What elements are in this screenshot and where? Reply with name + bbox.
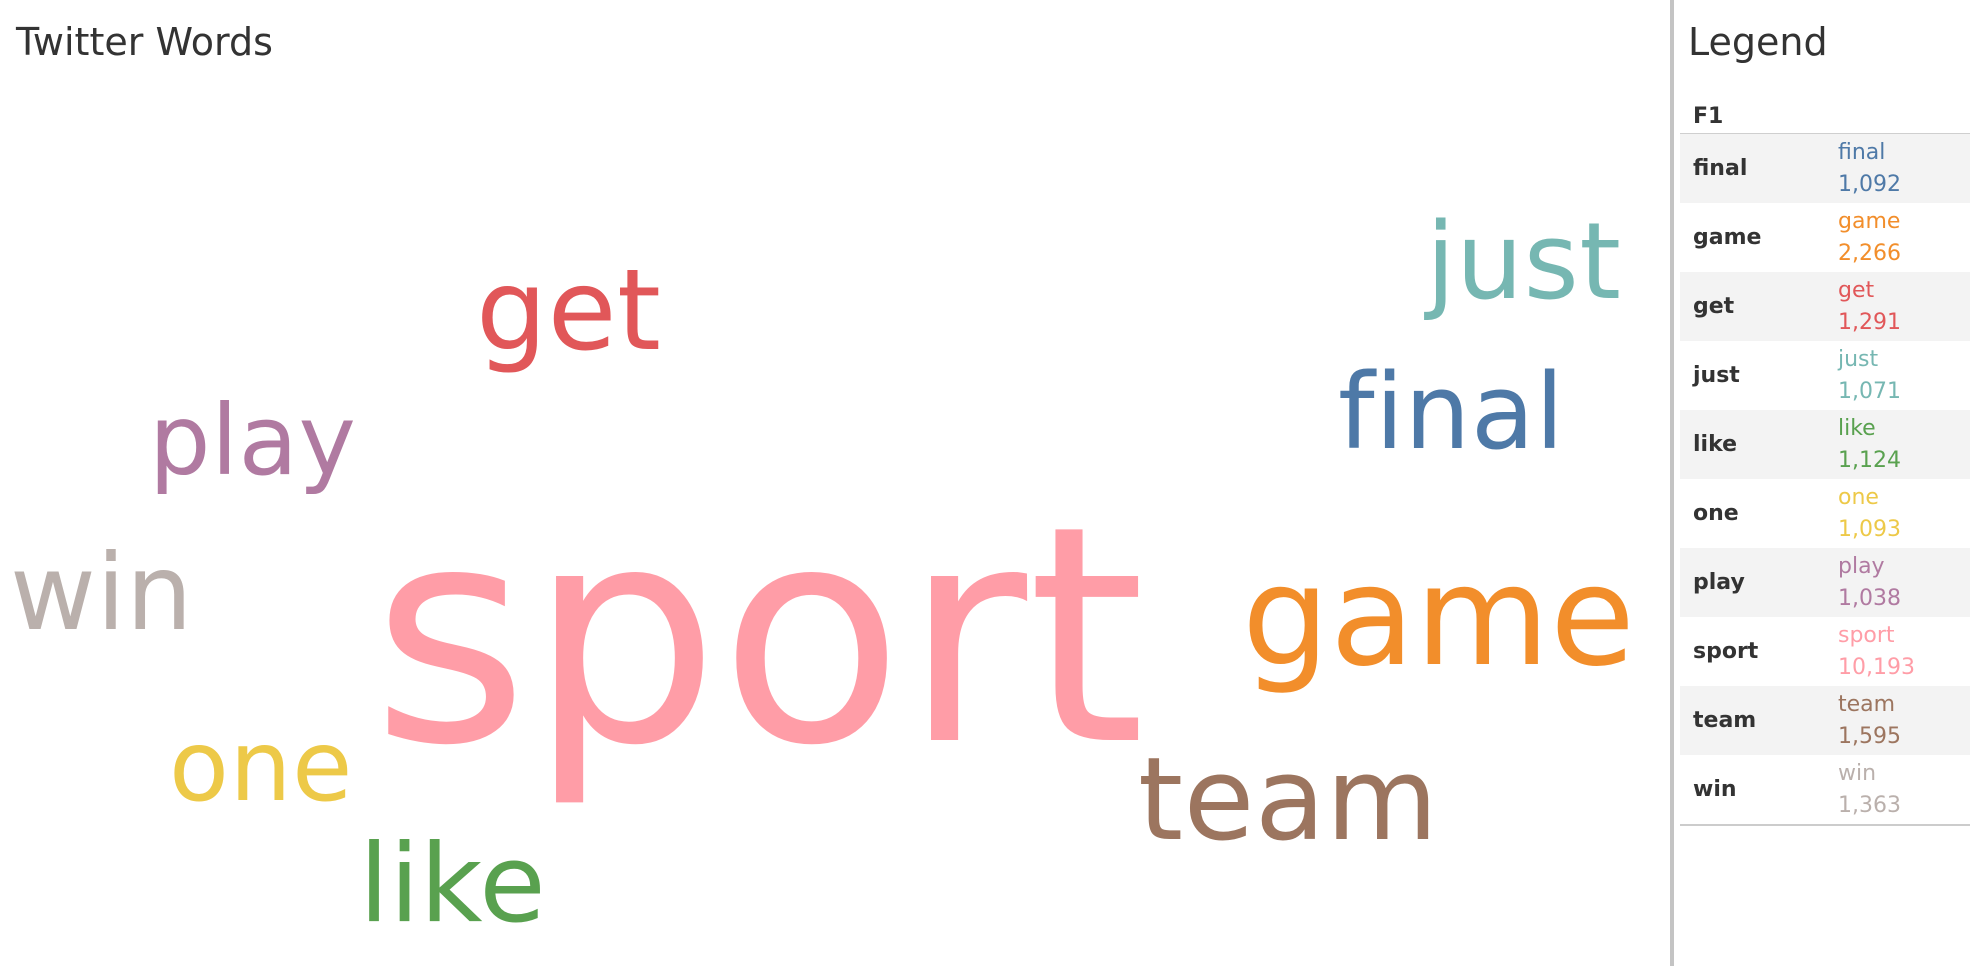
legend-swatch-label: win 1,363 — [1838, 758, 1901, 822]
legend-swatch-label: like 1,124 — [1838, 413, 1901, 477]
legend-swatch-label: play 1,038 — [1838, 551, 1901, 615]
word-cloud-panel: Twitter Words final game get just like one pla… — [10, 20, 1636, 947]
cloud-word-game[interactable]: game — [1242, 536, 1636, 697]
legend-count: 1,038 — [1838, 585, 1901, 611]
legend-count: 1,124 — [1838, 447, 1901, 473]
cloud-word-like[interactable]: like — [359, 822, 547, 947]
legend-count: 1,092 — [1838, 171, 1901, 197]
legend-row-just[interactable]: just just 1,071 — [1680, 341, 1970, 410]
legend-color-word: win — [1838, 760, 1877, 786]
chart-title: Twitter Words — [16, 20, 273, 64]
legend-count: 1,071 — [1838, 378, 1901, 404]
legend-header: F1 — [1680, 100, 1970, 134]
legend-color-word: one — [1838, 484, 1879, 510]
legend-swatch-label: team 1,595 — [1838, 689, 1901, 753]
legend-swatch-label: game 2,266 — [1838, 206, 1901, 270]
legend-color-word: final — [1838, 139, 1886, 165]
legend-row-one[interactable]: one one 1,093 — [1680, 479, 1970, 548]
legend-word: sport — [1693, 639, 1759, 664]
legend-row-team[interactable]: team team 1,595 — [1680, 686, 1970, 755]
legend-row-play[interactable]: play play 1,038 — [1680, 548, 1970, 617]
legend-color-word: sport — [1838, 622, 1895, 648]
legend-row-win[interactable]: win win 1,363 — [1680, 755, 1970, 826]
cloud-word-win[interactable]: win — [10, 532, 194, 654]
legend-row-game[interactable]: game game 2,266 — [1680, 203, 1970, 272]
legend-color-word: play — [1838, 553, 1885, 579]
legend-count: 1,291 — [1838, 309, 1901, 335]
legend-swatch-label: sport 10,193 — [1838, 620, 1915, 684]
legend-swatch-label: one 1,093 — [1838, 482, 1901, 546]
legend-row-get[interactable]: get get 1,291 — [1680, 272, 1970, 341]
panel-divider[interactable] — [1670, 0, 1674, 966]
legend-count: 1,093 — [1838, 516, 1901, 542]
legend-row-like[interactable]: like like 1,124 — [1680, 410, 1970, 479]
cloud-word-team[interactable]: team — [1138, 733, 1439, 867]
legend-word: win — [1693, 777, 1737, 802]
cloud-word-one[interactable]: one — [169, 710, 353, 824]
cloud-word-get[interactable]: get — [476, 246, 662, 376]
legend-row-final[interactable]: final final 1,092 — [1680, 134, 1970, 203]
legend-color-word: like — [1838, 415, 1876, 441]
legend-table: F1 final final 1,092 game game 2,266 get get 1,2… — [1680, 100, 1970, 826]
cloud-word-just[interactable]: just — [1426, 200, 1622, 323]
legend-word: play — [1693, 570, 1745, 595]
legend-count: 1,363 — [1838, 792, 1901, 818]
legend-word: game — [1693, 225, 1762, 250]
legend-swatch-label: final 1,092 — [1838, 137, 1901, 201]
legend-row-sport[interactable]: sport sport 10,193 — [1680, 617, 1970, 686]
legend-color-word: game — [1838, 208, 1901, 234]
legend-swatch-label: just 1,071 — [1838, 344, 1901, 408]
legend-color-word: just — [1838, 346, 1879, 372]
legend-swatch-label: get 1,291 — [1838, 275, 1901, 339]
legend-rows: final final 1,092 game game 2,266 get get 1,291 j… — [1680, 134, 1970, 826]
legend-word: final — [1693, 156, 1748, 181]
cloud-word-sport[interactable]: sport — [372, 462, 1146, 811]
legend-word: one — [1693, 501, 1739, 526]
legend-count: 10,193 — [1838, 654, 1915, 680]
legend-title: Legend — [1688, 20, 1828, 64]
legend-count: 2,266 — [1838, 240, 1901, 266]
legend-word: like — [1693, 432, 1738, 457]
word-cloud: final game get just like one play sport team win — [10, 200, 1636, 947]
legend-panel: Legend F1 final final 1,092 game game 2,266 ge… — [1674, 0, 1970, 966]
cloud-word-final[interactable]: final — [1338, 351, 1565, 473]
cloud-word-play[interactable]: play — [149, 384, 357, 497]
legend-count: 1,595 — [1838, 723, 1901, 749]
legend-color-word: get — [1838, 277, 1875, 303]
legend-word: get — [1693, 294, 1735, 319]
legend-word: team — [1693, 708, 1757, 733]
legend-word: just — [1693, 363, 1740, 388]
legend-color-word: team — [1838, 691, 1896, 717]
